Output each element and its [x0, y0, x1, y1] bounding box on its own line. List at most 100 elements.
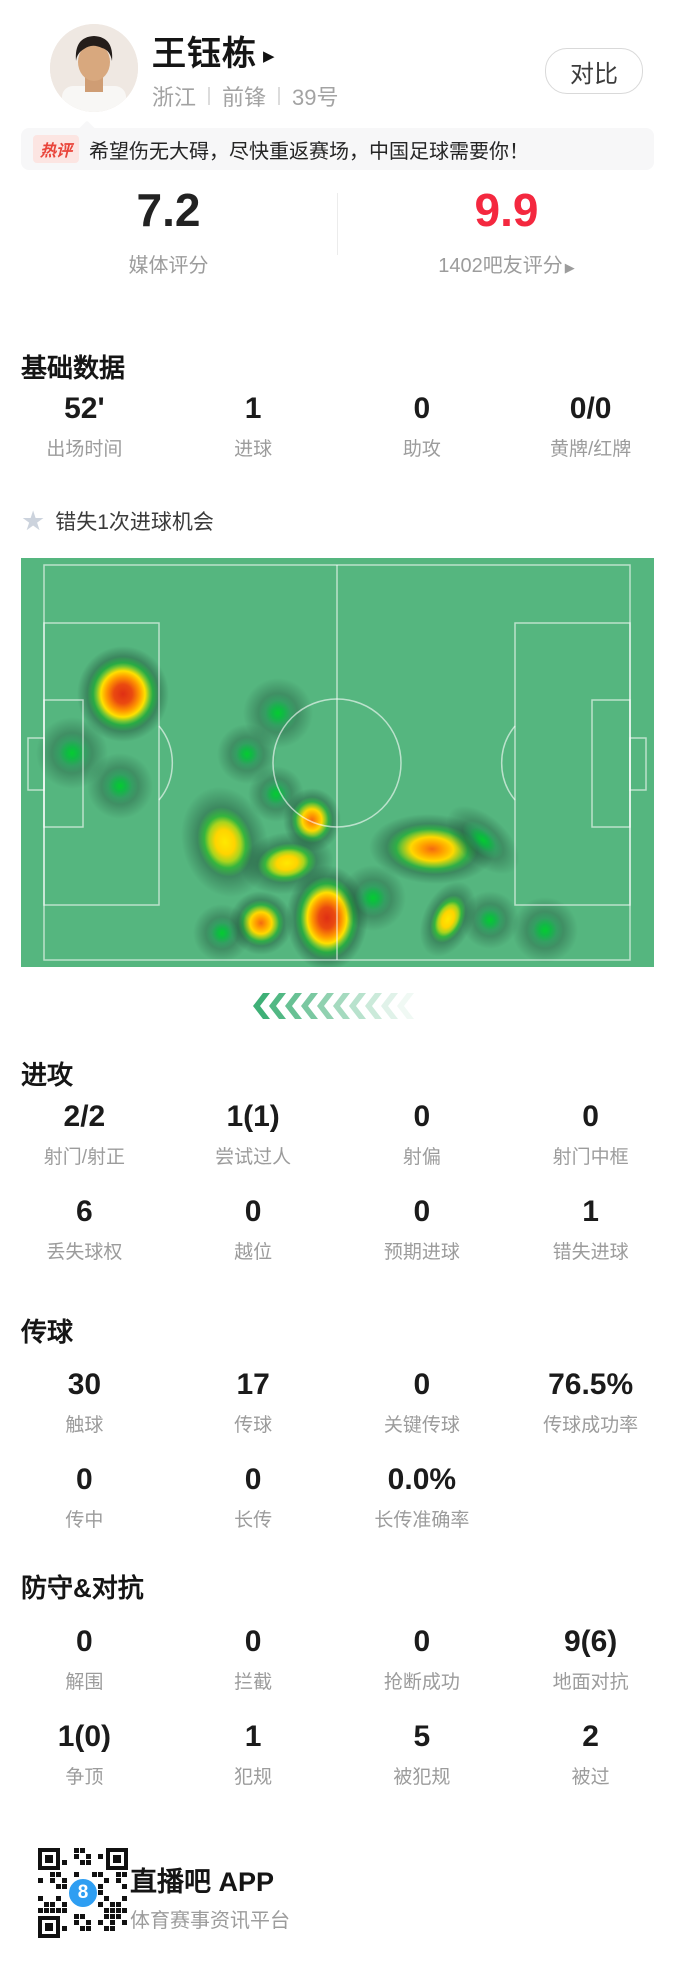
- stat-value: 30: [67, 1368, 102, 1401]
- stat-label: 触球: [65, 1415, 104, 1436]
- stat-value: 0.0%: [387, 1463, 457, 1496]
- stat-value: 2: [582, 1720, 599, 1753]
- highlight-row: ★ 错失1次进球机会: [21, 506, 214, 536]
- media-rating-value: 7.2: [136, 184, 201, 236]
- qr-module: [50, 1908, 55, 1913]
- qr-module: [74, 1848, 79, 1853]
- stat-value: 0: [244, 1463, 262, 1496]
- media-rating: 7.2 媒体评分: [0, 185, 337, 278]
- qr-module: [98, 1884, 103, 1889]
- highlight-text: 错失1次进球机会: [55, 511, 214, 534]
- qr-module: [62, 1860, 67, 1865]
- stat-label: 射门中框: [552, 1147, 629, 1168]
- stat-cell: 0 越位: [169, 1195, 338, 1264]
- qr-module: [56, 1884, 61, 1889]
- fans-rating-value: 9.9: [474, 184, 539, 236]
- qr-module: [62, 1884, 67, 1889]
- stat-value: 0: [76, 1625, 93, 1658]
- heatmap-blob: [193, 904, 252, 963]
- qr-module: [116, 1878, 121, 1883]
- qr-finder-pattern: [106, 1848, 128, 1870]
- qr-module: [62, 1878, 67, 1883]
- stat-cell: 52' 出场时间: [0, 392, 169, 461]
- stat-label: 越位: [234, 1242, 273, 1263]
- qr-module: [62, 1908, 67, 1913]
- stat-value: 0: [413, 1100, 431, 1133]
- section-title-defense: 防守&对抗: [21, 1573, 144, 1603]
- qr-module: [104, 1878, 109, 1883]
- stat-value: 0: [413, 1195, 431, 1228]
- qr-module: [62, 1902, 67, 1907]
- player-number: 39号: [292, 85, 339, 110]
- qr-module: [44, 1908, 49, 1913]
- stat-cell: 1 错失进球: [506, 1195, 675, 1264]
- attack-stats-grid: 2/2 射门/射正 1(1) 尝试过人 0 射偏 0 射门中框 6 丢失球权 0 越位 0 预期进球 1 错失…: [0, 1100, 675, 1264]
- hot-comment-banner[interactable]: 热评 希望伤无大碍，尽快重返赛场，中国足球需要你！: [21, 128, 654, 170]
- player-name[interactable]: 王钰栋 ▶: [152, 26, 276, 75]
- qr-module: [110, 1920, 115, 1925]
- heatmap-blob: [512, 896, 579, 963]
- stat-label: 争顶: [65, 1767, 104, 1788]
- stat-label: 助攻: [402, 439, 441, 460]
- qr-module: [56, 1908, 61, 1913]
- qr-module: [74, 1854, 79, 1859]
- qr-module: [74, 1914, 79, 1919]
- stat-cell: 6 丢失球权: [0, 1195, 169, 1264]
- player-name-text: 王钰栋: [152, 35, 257, 73]
- qr-module: [44, 1902, 49, 1907]
- compare-button[interactable]: 对比: [545, 48, 643, 94]
- qr-module: [110, 1902, 115, 1907]
- heatmap-blob: [86, 752, 153, 819]
- stat-value: 1: [244, 392, 262, 425]
- qr-module: [98, 1854, 103, 1859]
- qr-module: [74, 1872, 79, 1877]
- stat-label: 丢失球权: [46, 1242, 123, 1263]
- stat-cell: 0 解围: [0, 1625, 169, 1694]
- qr-module: [122, 1920, 127, 1925]
- qr-module: [110, 1908, 115, 1913]
- stat-value: 0: [413, 392, 431, 425]
- fans-rating-label-text: 1402吧友评分: [438, 255, 563, 277]
- qr-module: [80, 1860, 85, 1865]
- stat-label: 地面对抗: [552, 1672, 629, 1693]
- stat-value: 9(6): [563, 1625, 618, 1658]
- stat-cell: 30 触球: [0, 1368, 169, 1437]
- stat-label: 传球成功率: [543, 1415, 639, 1436]
- stat-value: 76.5%: [548, 1368, 634, 1401]
- hot-comment-text: 希望伤无大碍，尽快重返赛场，中国足球需要你！: [89, 140, 530, 163]
- stat-value: 0: [244, 1195, 262, 1228]
- app-tagline: 体育赛事资讯平台: [130, 1910, 290, 1932]
- star-icon: ★: [21, 506, 46, 536]
- stat-value: 0: [76, 1463, 93, 1496]
- fans-rating[interactable]: 9.9 1402吧友评分 ▶: [338, 185, 675, 278]
- stat-label: 被犯规: [393, 1767, 451, 1788]
- qr-module: [50, 1872, 55, 1877]
- stat-cell: 1(0) 争顶: [0, 1720, 169, 1789]
- stat-cell: 0 抢断成功: [338, 1625, 507, 1694]
- attack-direction-chevrons: [0, 993, 675, 1019]
- qr-module: [86, 1926, 91, 1931]
- qr-finder-pattern: [38, 1916, 60, 1938]
- stat-label: 传球: [234, 1415, 273, 1436]
- qr-module: [62, 1926, 67, 1931]
- qr-module: [116, 1902, 121, 1907]
- qr-module: [80, 1848, 85, 1853]
- qr-module: [98, 1872, 103, 1877]
- stat-label: 射门/射正: [43, 1147, 126, 1168]
- fans-rating-label: 1402吧友评分 ▶: [338, 249, 675, 278]
- stat-value: 52': [64, 392, 105, 425]
- stat-label: 进球: [234, 439, 273, 460]
- stat-cell: 0.0% 长传准确率: [338, 1463, 507, 1532]
- stat-label: 预期进球: [383, 1242, 460, 1263]
- stat-cell: 0 传中: [0, 1463, 169, 1532]
- qr-module: [38, 1878, 43, 1883]
- qr-module: [86, 1920, 91, 1925]
- player-meta: 浙江 前锋 39号: [152, 80, 339, 112]
- stat-label: 长传准确率: [374, 1510, 470, 1531]
- stat-cell: 0 预期进球: [338, 1195, 507, 1264]
- player-avatar[interactable]: [50, 24, 138, 112]
- stat-value: 17: [236, 1368, 270, 1401]
- qr-module: [104, 1908, 109, 1913]
- zhibo8-logo: 8: [66, 1876, 100, 1910]
- stat-label: 解围: [65, 1672, 104, 1693]
